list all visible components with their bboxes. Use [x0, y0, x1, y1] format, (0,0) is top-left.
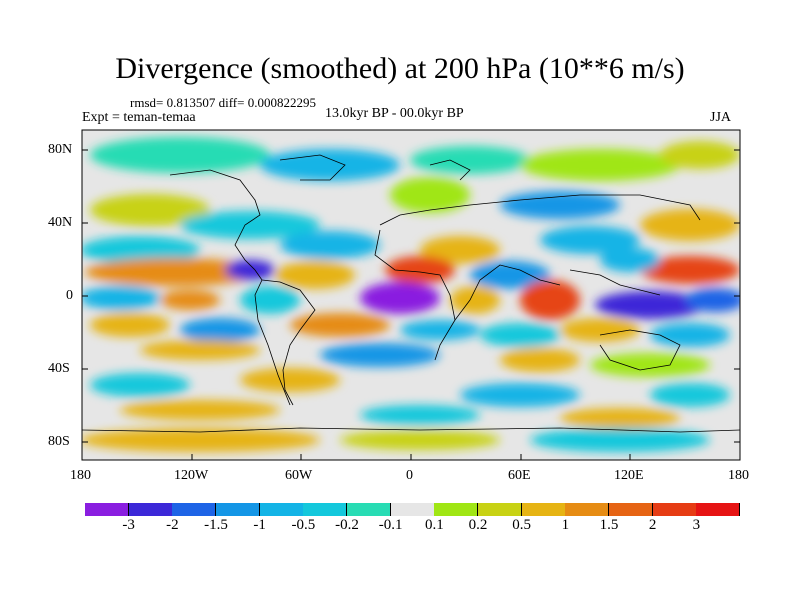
lat-label-80s: 80S: [48, 434, 70, 449]
colorbar-tick-label: 2: [648, 517, 657, 533]
lon-label-180e: 180: [728, 468, 749, 483]
lat-label-40n: 40N: [48, 215, 73, 230]
colorbar-tick-label: -0.5: [291, 517, 316, 533]
colorbar-swatch: [652, 503, 697, 516]
lon-label-120w: 120W: [174, 468, 209, 483]
lat-label-80n: 80N: [48, 142, 73, 157]
colorbar-swatch: [303, 503, 348, 516]
colorbar-swatch: [478, 503, 523, 516]
colorbar-swatch: [128, 503, 173, 516]
lon-label-60w: 60W: [285, 468, 313, 483]
colorbar-swatch: [216, 503, 261, 516]
colorbar-tick-label: 0.1: [424, 517, 444, 533]
coastlines: [82, 154, 740, 433]
stats-label: rmsd= 0.813507 diff= 0.000822295: [130, 95, 316, 110]
colorbar-swatch: [696, 503, 741, 516]
lat-label-0: 0: [66, 288, 73, 303]
contour-fill: [82, 137, 740, 452]
lon-label-120e: 120E: [614, 468, 644, 483]
colorbar-swatch: [172, 503, 217, 516]
colorbar-swatch: [609, 503, 654, 516]
colorbar-tick-label: -3: [122, 517, 135, 533]
colorbar-tick-label: 1: [561, 517, 570, 533]
colorbar-swatch: [85, 503, 130, 516]
colorbar-tick-label: -0.1: [378, 517, 403, 533]
lon-label-180w: 180: [70, 468, 91, 483]
experiment-label: Expt = teman-temaa: [82, 110, 196, 125]
colorbar-swatch: [390, 503, 435, 516]
lon-label-0: 0: [406, 468, 413, 483]
colorbar-swatch: [259, 503, 304, 516]
colorbar-tick-label: -2: [166, 517, 179, 533]
season-label: JJA: [710, 110, 732, 125]
colorbar-tick-label: -1: [253, 517, 266, 533]
period-label: 13.0kyr BP - 00.0kyr BP: [325, 106, 464, 121]
colorbar-tick-label: 1.5: [599, 517, 619, 533]
colorbar-swatch: [521, 503, 566, 516]
colorbar-swatch: [347, 503, 392, 516]
map-title: Divergence (smoothed) at 200 hPa (10**6 …: [115, 52, 685, 85]
lat-label-40s: 40S: [48, 361, 70, 376]
colorbar-tick-label: 0.2: [468, 517, 488, 533]
lon-label-60e: 60E: [508, 468, 531, 483]
colorbar-swatch: [434, 503, 479, 516]
colorbar-tick-label: 0.5: [512, 517, 532, 533]
colorbar-tick-label: -1.5: [204, 517, 228, 533]
colorbar-tick-label: 3: [692, 517, 701, 533]
colorbar-tick-label: -0.2: [335, 517, 359, 533]
colorbar-swatch: [565, 503, 610, 516]
